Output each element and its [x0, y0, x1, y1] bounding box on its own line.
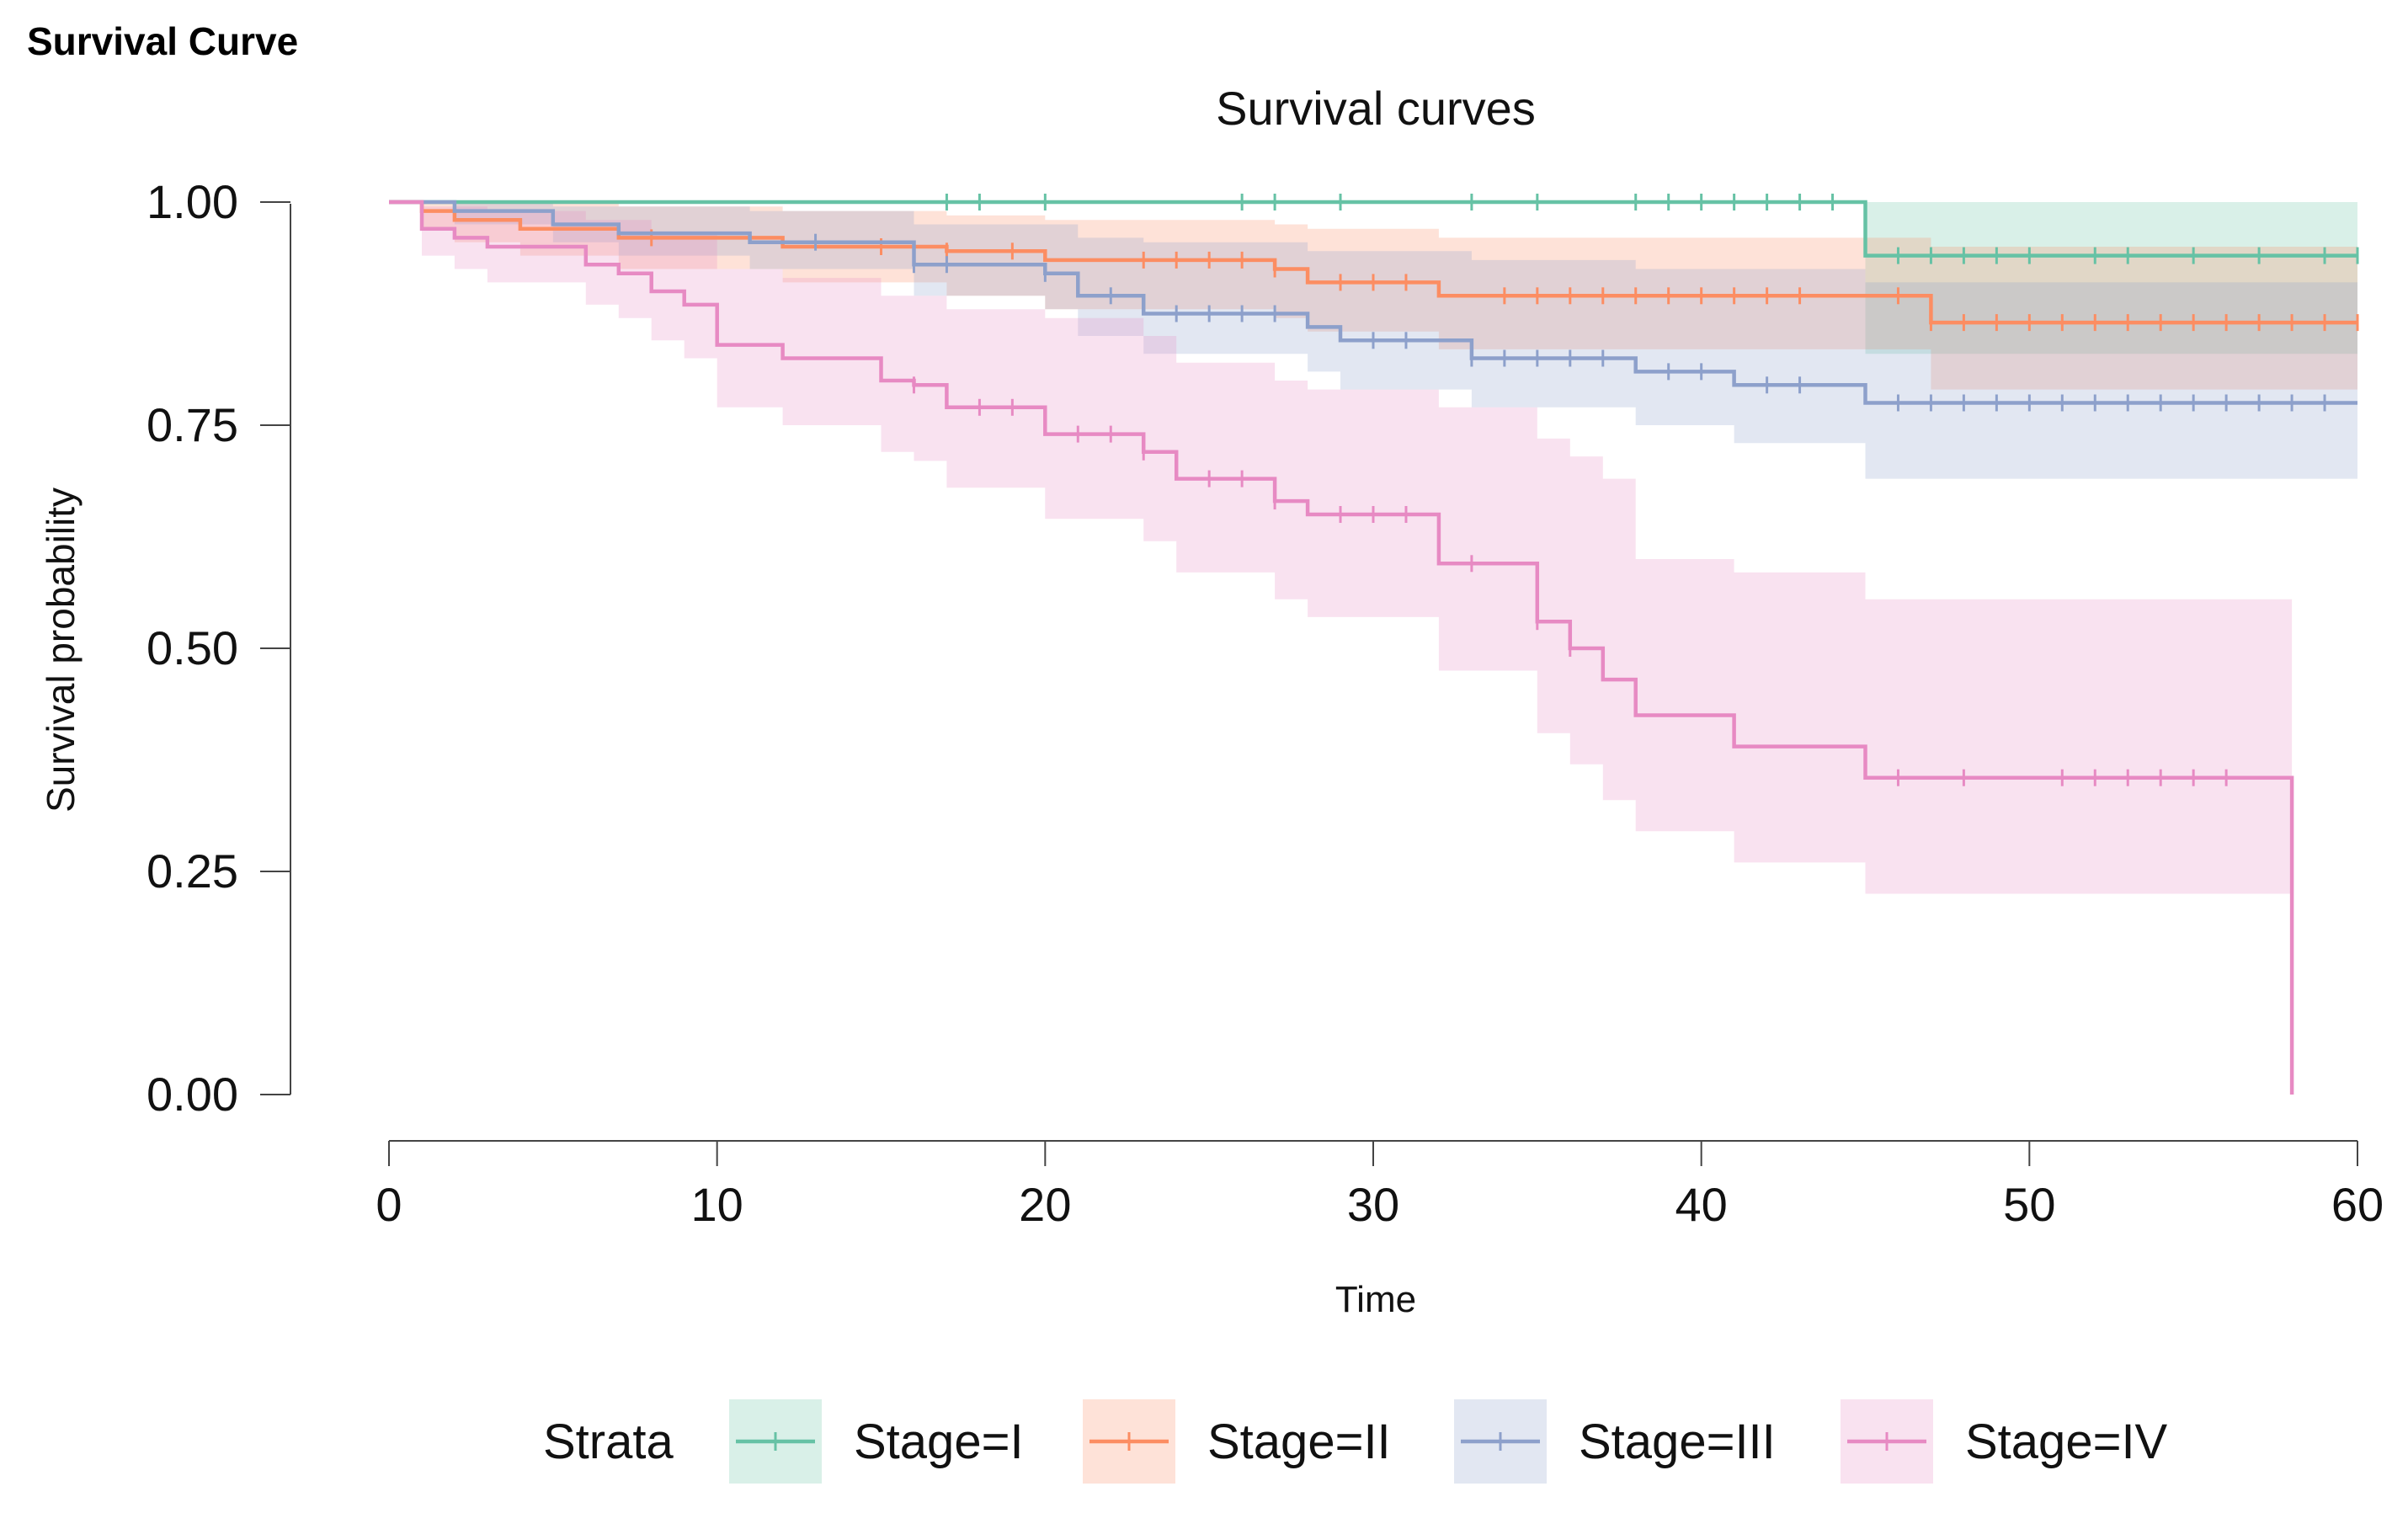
x-tick-label: 0: [376, 1178, 402, 1231]
x-axis-label: Time: [1335, 1279, 1416, 1320]
y-tick-label: 0.50: [147, 621, 238, 674]
y-tick-label: 0.25: [147, 844, 238, 898]
legend-label-stage-iii: Stage=III: [1579, 1414, 1776, 1469]
legend-label-stage-iv: Stage=IV: [1965, 1414, 2168, 1469]
y-tick-label: 0.75: [147, 398, 238, 451]
x-tick-label: 30: [1347, 1178, 1399, 1231]
legend-label-stage-i: Stage=I: [854, 1414, 1024, 1469]
y-tick-label: 0.00: [147, 1068, 238, 1121]
axes: 0.00 0.25 0.50 0.75 1.00 0 10 20 30 40 50 60: [147, 175, 2384, 1231]
curve-stage-iv: [389, 200, 2294, 1095]
legend-title: Strata: [543, 1414, 674, 1469]
y-axis-label: Survival probability: [39, 487, 83, 812]
legend-label-stage-ii: Stage=II: [1207, 1414, 1391, 1469]
x-tick-label: 20: [1019, 1178, 1071, 1231]
legend: Strata Stage=I Stage=II Stage=III Stage=IV: [543, 1399, 2168, 1484]
ci-band-stage-iv: [389, 202, 2293, 894]
x-tick-label: 40: [1675, 1178, 1728, 1231]
survival-curves: [389, 194, 2359, 1095]
x-tick-label: 50: [2003, 1178, 2055, 1231]
x-tick-label: 60: [2331, 1178, 2384, 1231]
curve-stage-i: [389, 200, 2357, 258]
x-tick-label: 10: [691, 1178, 743, 1231]
y-tick-label: 1.00: [147, 175, 238, 228]
page-header: Survival Curve: [27, 19, 299, 63]
chart-title: Survival curves: [1216, 82, 1536, 135]
